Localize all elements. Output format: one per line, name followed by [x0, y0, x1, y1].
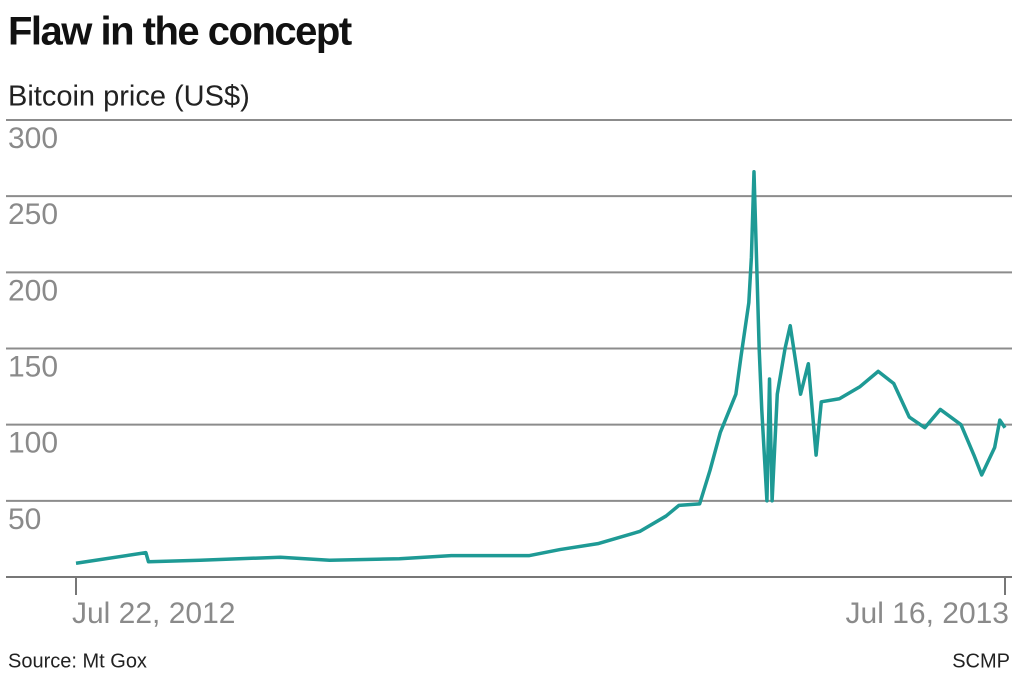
y-tick-label: 50	[8, 503, 41, 536]
y-tick-label: 250	[8, 198, 58, 231]
chart-title: Flaw in the concept	[8, 10, 352, 54]
source: Source: Mt Gox	[8, 650, 147, 672]
y-tick-label: 200	[8, 274, 58, 307]
y-tick-label: 150	[8, 350, 58, 383]
y-tick-label: 300	[8, 122, 58, 155]
y-tick-label: 100	[8, 427, 58, 460]
x-tick-label: Jul 22, 2012	[72, 597, 235, 630]
x-tick-label: Jul 16, 2013	[846, 597, 1009, 630]
chart-subtitle: Bitcoin price (US$)	[8, 81, 250, 113]
credit: SCMP	[952, 650, 1010, 672]
price-line	[75, 170, 1007, 566]
